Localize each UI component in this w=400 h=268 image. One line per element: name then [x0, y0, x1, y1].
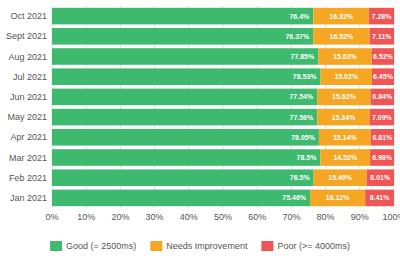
y-tick-label: Apr 2021: [10, 132, 47, 142]
data-label: 6.98%: [372, 154, 393, 161]
bar-segment: [52, 48, 318, 65]
data-label: 16.12%: [326, 194, 351, 201]
bar-segment: [371, 129, 394, 146]
y-tick-label: Aug 2021: [8, 52, 47, 62]
data-label: 77.54%: [289, 93, 314, 100]
data-label: 7.11%: [372, 33, 392, 40]
bar-segment: [314, 169, 367, 186]
y-tick-label: Oct 2021: [10, 11, 47, 21]
data-label: 76.37%: [285, 33, 310, 40]
legend-item: Poor (>= 4000ms): [261, 241, 350, 251]
data-label: 77.56%: [290, 114, 315, 121]
bar-segment: [369, 8, 394, 25]
bar-segment: [52, 129, 319, 146]
x-tick-label: 50%: [214, 212, 232, 222]
data-label: 16.52%: [330, 33, 355, 40]
data-label: 7.28%: [372, 13, 393, 20]
bar-segment: [52, 28, 313, 45]
y-tick-label: Jan 2021: [10, 193, 47, 203]
x-tick-label: 60%: [248, 212, 266, 222]
data-label: 15.34%: [332, 114, 357, 121]
x-tick-label: 70%: [282, 212, 300, 222]
legend-swatch: [150, 241, 162, 251]
data-label: 78.05%: [291, 134, 316, 141]
data-label: 15.49%: [328, 174, 353, 181]
data-label: 7.09%: [372, 114, 393, 121]
data-label: 6.84%: [372, 93, 393, 100]
bar-segment: [313, 8, 369, 25]
data-label: 6.81%: [372, 134, 393, 141]
data-label: 78.5%: [297, 154, 318, 161]
x-tick-label: 10%: [77, 212, 95, 222]
data-label: 15.14%: [333, 134, 358, 141]
chart: 0% 10% 20% 30% 40% 50% 60% 70% 80% 90% 100% Jan 202…: [0, 0, 400, 268]
data-label: 76.5%: [290, 174, 311, 181]
y-tick-label: Jun 2021: [10, 92, 47, 102]
data-label: 15.62%: [332, 93, 357, 100]
bar-segment: [319, 129, 371, 146]
legend-item: Needs Improvement: [150, 241, 248, 251]
bar-segment: [370, 28, 394, 45]
grid: [52, 6, 394, 208]
bar-segment: [372, 48, 394, 65]
bar-segment: [320, 149, 370, 166]
data-label: 78.53%: [293, 73, 318, 80]
legend-item: Good (= 2500ms): [50, 241, 136, 251]
legend-label: Poor (>= 4000ms): [277, 241, 350, 251]
bar-segment: [52, 68, 321, 85]
bar-segment: [313, 28, 369, 45]
y-tick-label: Mar 2021: [9, 153, 47, 163]
bar-segment: [371, 89, 394, 106]
bars: [52, 8, 394, 206]
bar-segment: [318, 48, 371, 65]
bar-segment: [52, 8, 313, 25]
y-tick-label: Sept 2021: [6, 31, 47, 41]
data-label: 14.52%: [333, 154, 358, 161]
legend-swatch: [50, 241, 62, 251]
bar-segment: [52, 190, 310, 207]
data-label: 6.52%: [373, 53, 394, 60]
bar-segment: [310, 190, 365, 207]
legend-swatch: [261, 241, 273, 251]
y-tick-label: Feb 2021: [9, 173, 47, 183]
y-tick-label: Jul 2021: [13, 72, 47, 82]
data-label: 76.4%: [289, 13, 310, 20]
data-label: 77.85%: [290, 53, 315, 60]
y-tick-label: May 2021: [7, 112, 47, 122]
x-tick-label: 100%: [382, 212, 400, 222]
data-label: 15.02%: [334, 73, 359, 80]
data-label: 16.32%: [329, 13, 354, 20]
x-tick-label: 30%: [146, 212, 164, 222]
x-tick-label: 40%: [180, 212, 198, 222]
bar-segment: [317, 109, 369, 126]
bar-segment: [367, 169, 394, 186]
bar-segment: [370, 109, 394, 126]
bar-segment: [52, 169, 314, 186]
data-label: 15.63%: [333, 53, 358, 60]
x-tick-label: 90%: [351, 212, 369, 222]
x-tick-label: 80%: [317, 212, 335, 222]
legend-label: Needs Improvement: [166, 241, 248, 251]
x-tick-label: 0%: [45, 212, 58, 222]
bar-segment: [365, 190, 394, 207]
data-label: 6.45%: [373, 73, 394, 80]
data-label: 75.46%: [282, 194, 307, 201]
bar-segment: [52, 89, 317, 106]
data-labels: 75.46% 76.5% 78.5% 78.05% 77.56% 77.54% 78.53%…: [282, 13, 393, 202]
data-label: 8.41%: [370, 194, 391, 201]
legend: Good (= 2500ms) Needs Improvement Poor (>=…: [50, 241, 350, 251]
bar-segment: [317, 89, 370, 106]
bar-segment: [370, 149, 394, 166]
bar-segment: [52, 109, 317, 126]
bar-segment: [52, 149, 320, 166]
data-label: 8.01%: [370, 174, 391, 181]
legend-label: Good (= 2500ms): [66, 241, 136, 251]
x-tick-label: 20%: [111, 212, 129, 222]
bar-segment: [372, 68, 394, 85]
bar-segment: [321, 68, 372, 85]
